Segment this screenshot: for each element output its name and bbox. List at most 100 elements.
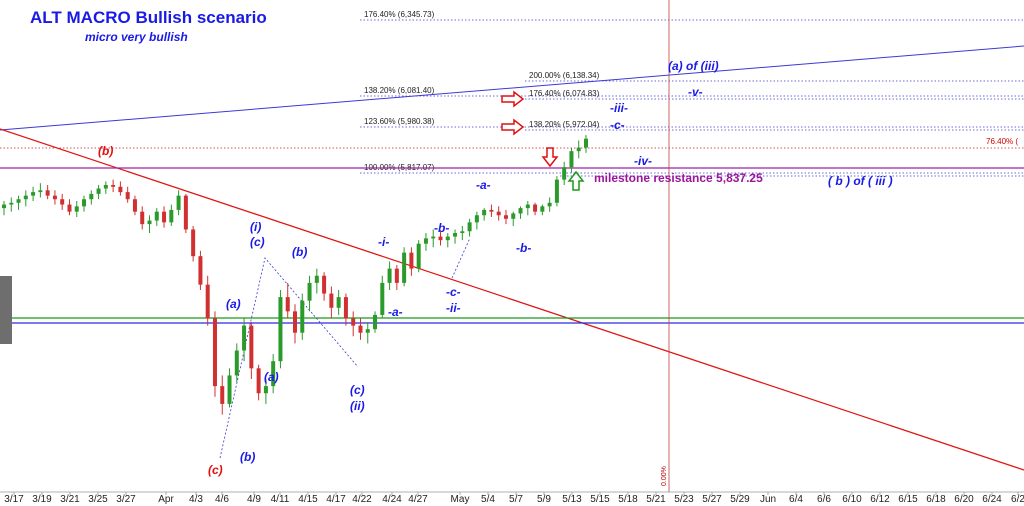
candle-body — [227, 375, 232, 404]
x-tick-label: 3/19 — [32, 494, 52, 505]
wave-label: (b) — [240, 450, 255, 464]
candle-body — [394, 268, 399, 283]
x-tick-label: 6/15 — [898, 494, 918, 505]
wave-label: (b) — [292, 245, 307, 259]
candle-body — [285, 297, 290, 312]
right-arrow-icon — [501, 90, 525, 108]
chart-title: ALT MACRO Bullish scenario — [30, 8, 267, 27]
chart-subtitle: micro very bullish — [85, 30, 188, 44]
x-tick-label: 4/9 — [247, 494, 261, 505]
candle-body — [474, 215, 479, 223]
x-tick-label: 6/10 — [842, 494, 862, 505]
x-tick-label: 5/7 — [509, 494, 523, 505]
candle-body — [263, 386, 268, 394]
candle-body — [489, 209, 494, 212]
candle-body — [111, 184, 116, 187]
candle-body — [562, 167, 567, 180]
candle-body — [453, 233, 458, 237]
candle-body — [169, 209, 174, 223]
x-tick-label: 5/15 — [590, 494, 610, 505]
wave-label: (c) — [250, 235, 265, 249]
down-arrow-icon — [541, 147, 559, 168]
x-tick-label: 5/13 — [562, 494, 582, 505]
wave-label: -iii- — [610, 101, 628, 115]
candle-body — [176, 195, 181, 210]
wave-label: -a- — [476, 178, 491, 192]
fib-label: 176.40% (6,074.83) — [529, 89, 600, 98]
wave-label: (a) — [226, 297, 241, 311]
candle-body — [380, 282, 385, 315]
candle-body — [416, 243, 421, 269]
candle-body — [402, 252, 407, 283]
wave-connector — [451, 237, 471, 279]
x-tick-label: 5/21 — [646, 494, 666, 505]
wave-label-red: (c) — [208, 463, 223, 477]
x-tick-label: 4/6 — [215, 494, 229, 505]
candle-body — [234, 350, 239, 376]
wave-label: -i- — [378, 235, 389, 249]
candle-body — [584, 138, 588, 148]
candle-body — [322, 275, 327, 294]
candle-body — [154, 211, 159, 221]
candle-body — [16, 199, 21, 203]
x-tick-label: 4/3 — [189, 494, 203, 505]
candle-body — [52, 195, 57, 200]
x-tick-label: 5/29 — [730, 494, 750, 505]
candle-body — [132, 199, 137, 212]
x-tick-label: 6/6 — [817, 494, 831, 505]
x-tick-label: 6/20 — [954, 494, 974, 505]
wave-label: (i) — [250, 220, 261, 234]
tradingview-badge — [0, 276, 12, 344]
wave-label: -ii- — [446, 301, 461, 315]
candles — [2, 135, 588, 415]
candle-body — [103, 184, 108, 189]
x-tick-label: 5/27 — [702, 494, 722, 505]
candle-body — [518, 208, 523, 214]
candle-body — [67, 204, 72, 212]
wave-label: (a) — [264, 370, 279, 384]
right-arrow-icon — [501, 118, 525, 136]
candle-body — [503, 215, 508, 219]
wave-label: -v- — [688, 85, 703, 99]
candle-body — [554, 179, 559, 203]
x-tick-label: 5/18 — [618, 494, 638, 505]
candle-body — [9, 202, 14, 205]
candle-body — [525, 204, 530, 209]
x-tick-label: Jun — [760, 494, 776, 505]
candle-body — [256, 368, 261, 394]
candle-body — [82, 199, 87, 207]
x-tick-label: 5/4 — [481, 494, 495, 505]
wave-label: (c) — [350, 383, 365, 397]
annotations: (a) of (iii) -v- -iii- -c- -iv- ( b ) of ( ii… — [98, 59, 893, 477]
candle-body — [118, 186, 123, 193]
candle-body — [423, 238, 428, 244]
candle-body — [198, 256, 203, 285]
candle-body — [249, 325, 254, 369]
candle-body — [351, 318, 356, 326]
x-tick-label: 6/4 — [789, 494, 803, 505]
candle-body — [329, 293, 334, 308]
candle-body — [162, 211, 167, 223]
candle-body — [2, 204, 6, 209]
x-tick-label: 4/24 — [382, 494, 402, 505]
x-tick-label: 3/27 — [116, 494, 136, 505]
candle-body — [278, 297, 283, 362]
candle-body — [467, 222, 472, 232]
candle-body — [358, 325, 363, 333]
fib-label: 200.00% (6,138.34) — [529, 71, 600, 80]
candle-body — [540, 206, 545, 212]
wave-label: -c- — [610, 118, 625, 132]
candle-body — [220, 386, 225, 404]
candle-body — [140, 211, 145, 225]
x-tick-label: 6/18 — [926, 494, 946, 505]
candle-body — [496, 211, 501, 216]
candle-body — [191, 229, 196, 257]
wave-label: -a- — [388, 305, 403, 319]
fib-label: 138.20% (6,081.40) — [364, 86, 435, 95]
candle-body — [387, 268, 392, 283]
x-tick-label: 3/21 — [60, 494, 80, 505]
candle-body — [373, 314, 378, 330]
x-tick-label: 4/15 — [298, 494, 318, 505]
candle-body — [533, 204, 538, 212]
